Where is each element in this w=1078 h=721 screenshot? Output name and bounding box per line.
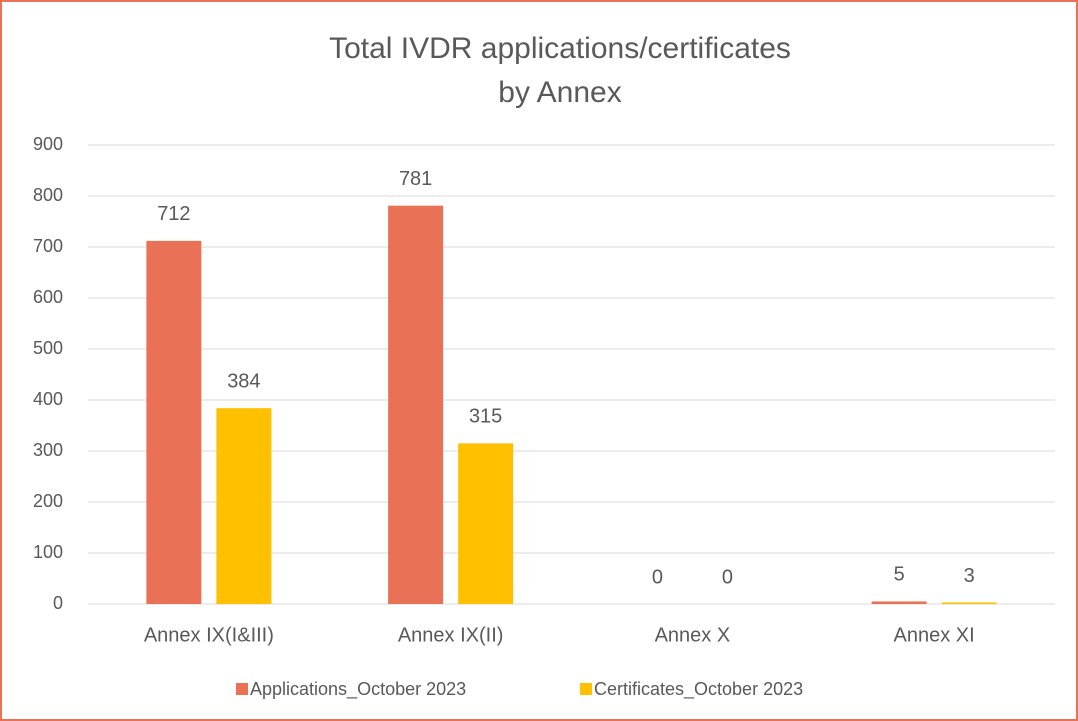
y-tick-label: 700 — [33, 236, 63, 256]
y-tick-label: 400 — [33, 389, 63, 409]
y-tick-label: 0 — [53, 593, 63, 613]
legend-label: Certificates_October 2023 — [594, 679, 803, 700]
y-tick-label: 300 — [33, 440, 63, 460]
data-label: 5 — [894, 564, 905, 586]
data-label: 0 — [652, 566, 663, 588]
y-tick-label: 600 — [33, 287, 63, 307]
data-label: 0 — [722, 566, 733, 588]
data-label: 781 — [399, 168, 432, 190]
x-tick-label: Annex XI — [894, 624, 975, 646]
y-tick-label: 100 — [33, 542, 63, 562]
x-tick-label: Annex IX(II) — [398, 624, 504, 646]
legend-label: Applications_October 2023 — [250, 679, 466, 700]
bar — [458, 443, 514, 604]
data-label: 3 — [964, 565, 975, 587]
x-tick-label: Annex X — [655, 624, 731, 646]
data-label: 384 — [227, 370, 260, 392]
x-tick-label: Annex IX(I&III) — [144, 624, 274, 646]
y-tick-label: 800 — [33, 185, 63, 205]
bar — [146, 240, 202, 604]
bar — [216, 408, 272, 604]
chart-title: by Annex — [498, 76, 621, 109]
data-label: 315 — [469, 406, 502, 428]
chart-title: Total IVDR applications/certificates — [329, 32, 791, 65]
bar — [941, 602, 997, 604]
legend-swatch — [580, 683, 592, 695]
legend-swatch — [236, 683, 248, 695]
y-tick-label: 500 — [33, 338, 63, 358]
data-label: 712 — [157, 203, 190, 225]
bar — [871, 601, 927, 604]
bar — [388, 205, 444, 604]
y-tick-label: 200 — [33, 491, 63, 511]
y-tick-label: 900 — [33, 134, 63, 154]
